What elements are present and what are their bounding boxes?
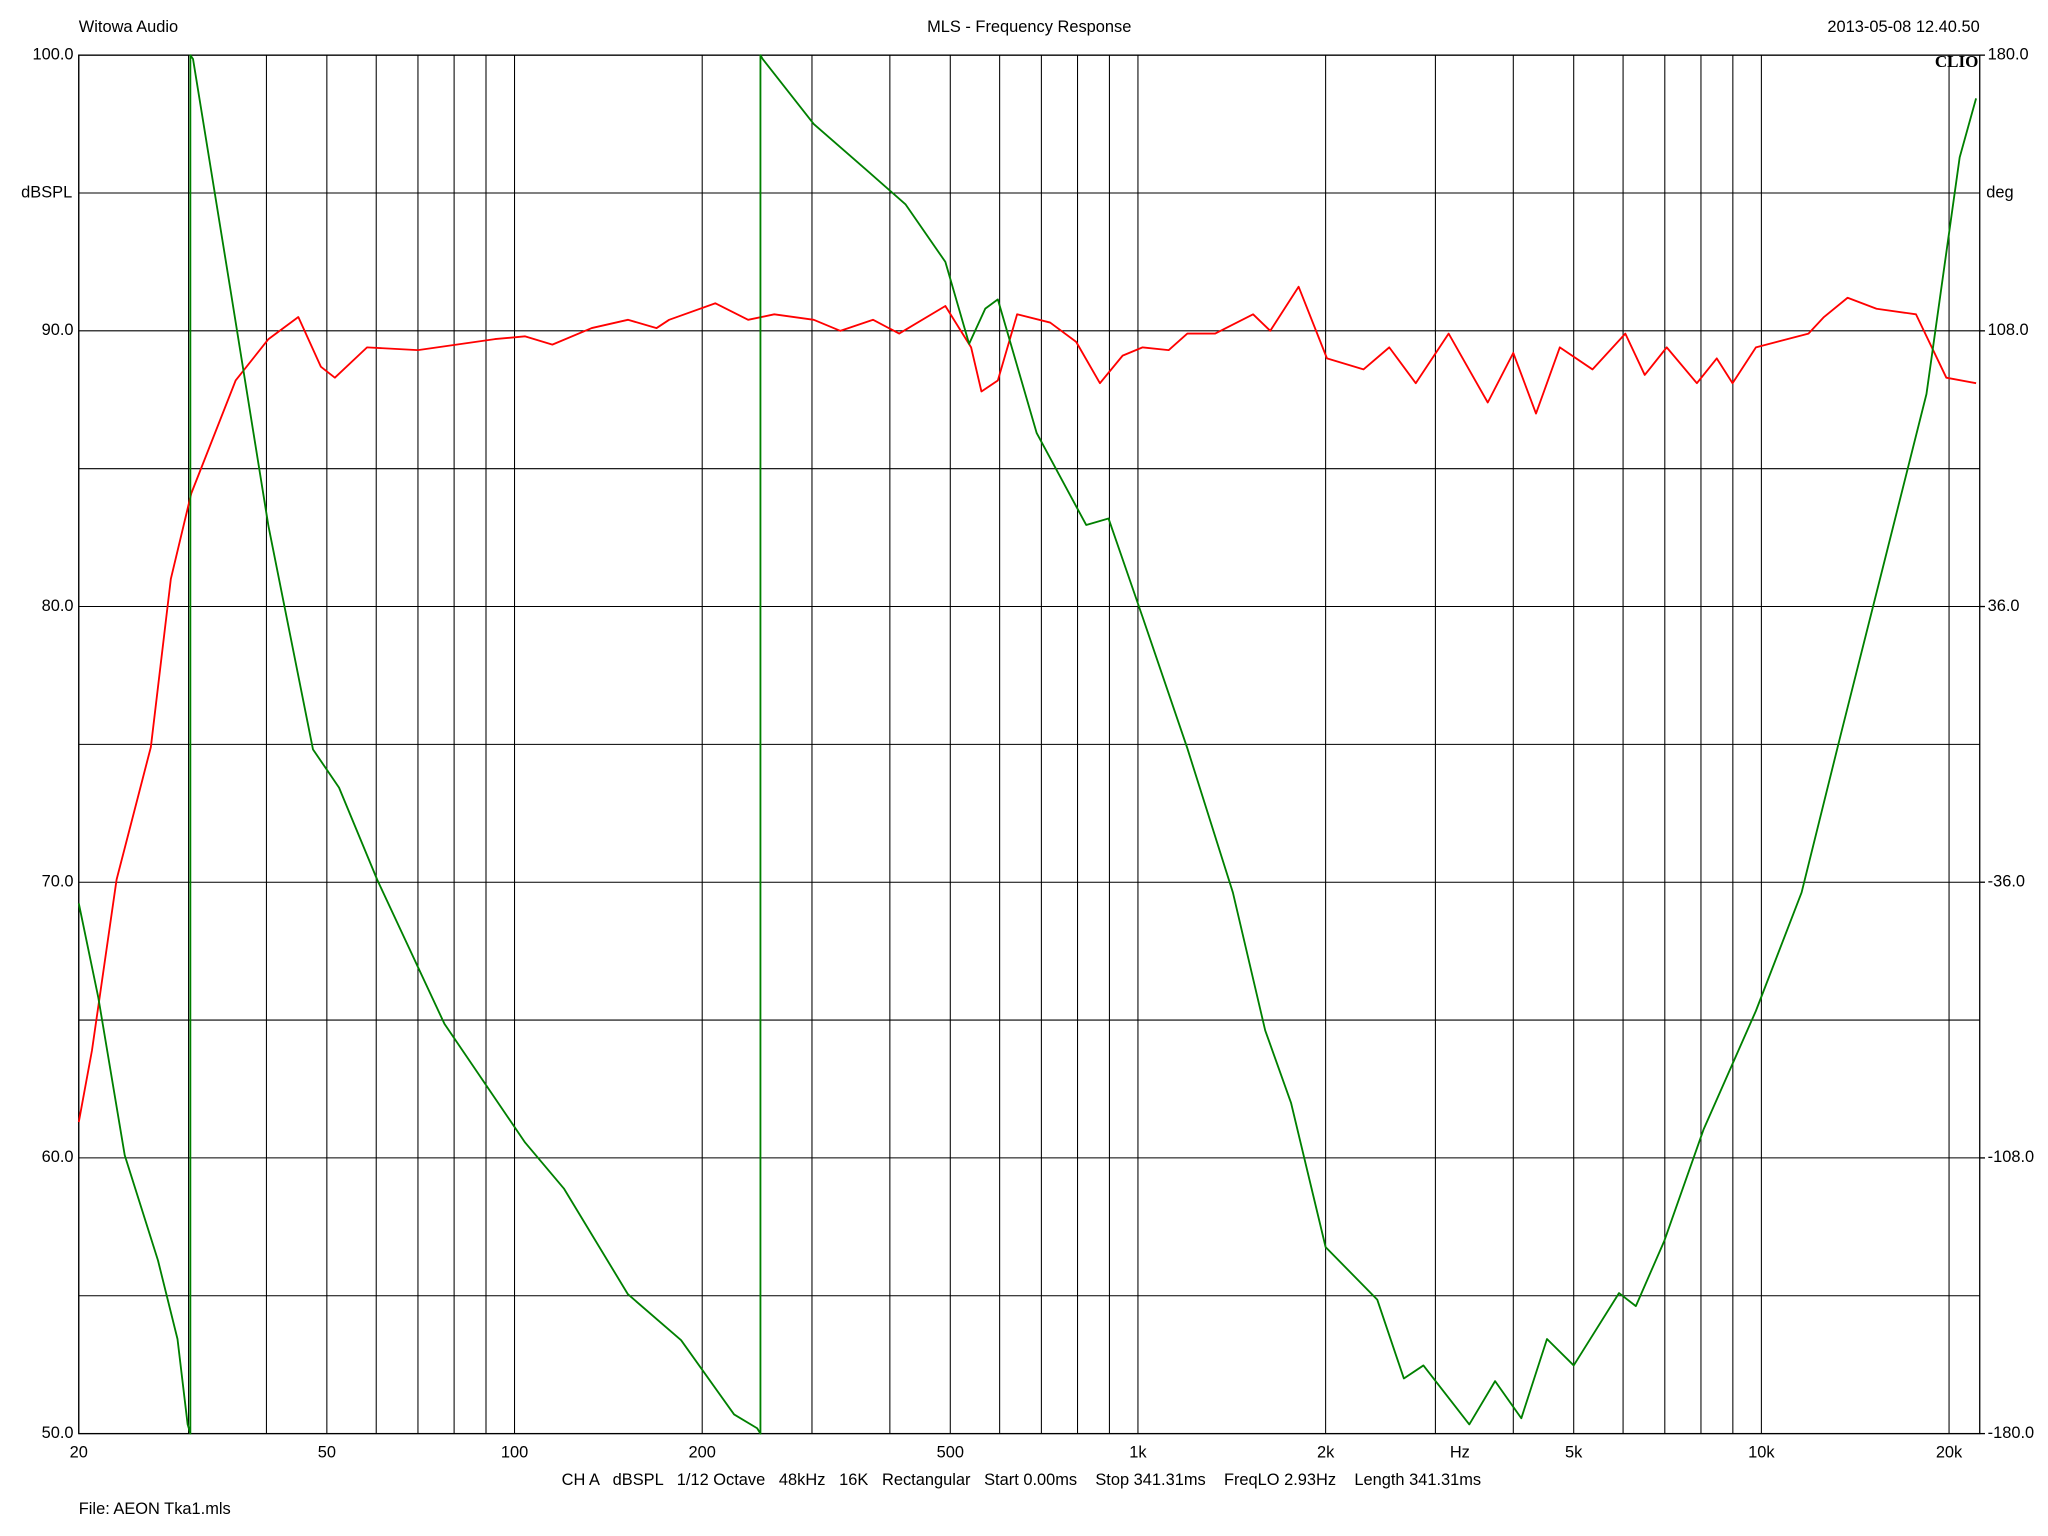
x-tick-label: 1k [1129, 1444, 1147, 1462]
y2-tick-label: -108.0 [1988, 1148, 2035, 1166]
footer: CH A dBSPL 1/12 Octave 48kHz 16K Rectang… [562, 1471, 1482, 1489]
y2-tick-label: -36.0 [1988, 873, 2025, 891]
y-axis-label: dBSPL [21, 183, 72, 201]
x-axis-label: Hz [1450, 1444, 1470, 1462]
x-tick-label: 20k [1936, 1444, 1963, 1462]
y-tick-label: 70.0 [42, 873, 74, 891]
x-tick-label: 5k [1565, 1444, 1583, 1462]
y2-axis-label: deg [1986, 183, 2013, 201]
x-tick-label: 200 [689, 1444, 716, 1462]
y-tick-label: 90.0 [42, 321, 74, 339]
x-tick-label: 2k [1317, 1444, 1335, 1462]
y-tick-label: 80.0 [42, 597, 74, 615]
y2-tick-label: 180.0 [1988, 45, 2029, 63]
file-name: File: AEON Tka1.mls [79, 1500, 231, 1518]
chart-title: MLS - Frequency Response [927, 18, 1131, 36]
y-tick-label: 50.0 [42, 1424, 74, 1442]
y2-tick-label: 108.0 [1988, 321, 2029, 339]
header-left: Witowa Audio [79, 18, 178, 36]
plot-border [78, 54, 1981, 1435]
header-right: 2013-05-08 12.40.50 [1827, 18, 1979, 36]
series-line [77, 285, 1977, 1123]
x-tick-label: 20 [70, 1444, 88, 1462]
y-tick-label: 100.0 [32, 45, 73, 63]
x-tick-label: 100 [501, 1444, 528, 1462]
y2-tick-label: -180.0 [1988, 1424, 2035, 1442]
x-tick-label: 50 [318, 1444, 336, 1462]
series-line [77, 54, 1977, 1435]
logo: CLIO [1935, 52, 1979, 71]
y-tick-label: 60.0 [42, 1148, 74, 1166]
y2-tick-label: 36.0 [1988, 597, 2020, 615]
x-tick-label: 500 [937, 1444, 964, 1462]
x-tick-label: 10k [1748, 1444, 1775, 1462]
